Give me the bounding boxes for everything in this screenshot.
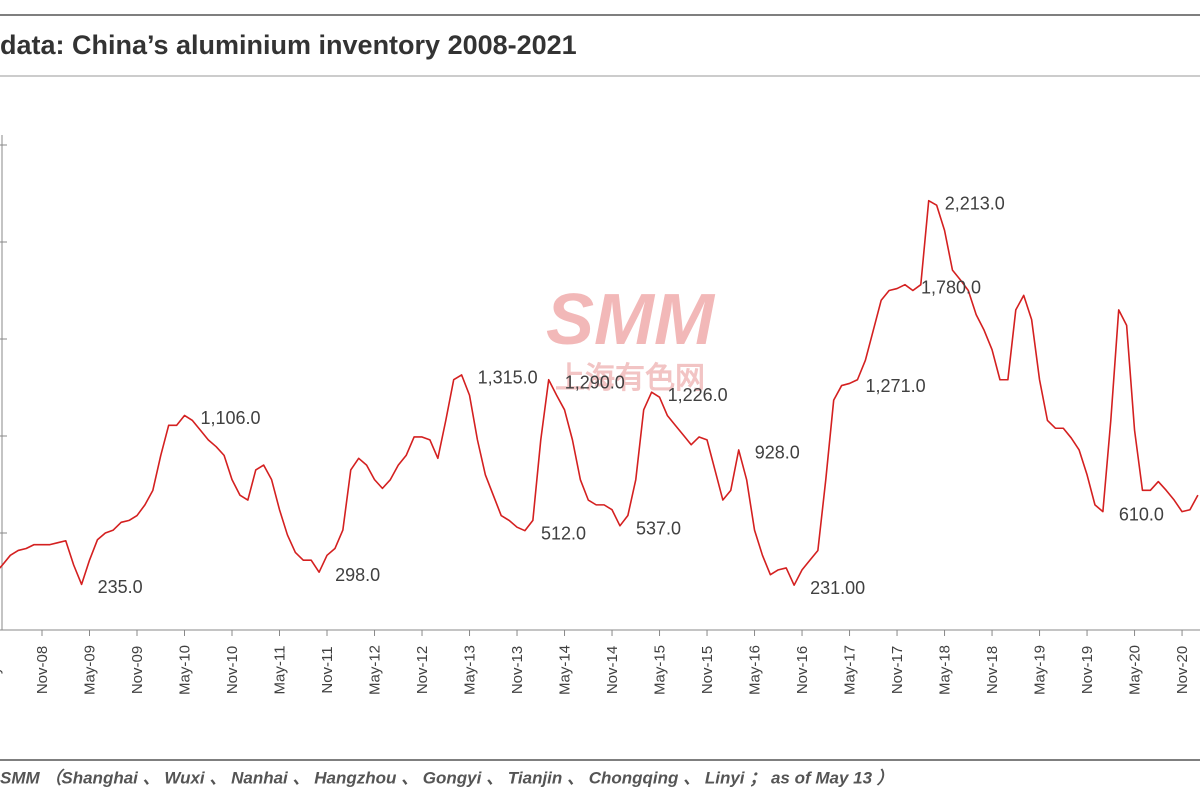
x-tick-label: May-18 [937, 645, 954, 695]
x-tick-label: Nov-09 [129, 646, 146, 694]
chart-title: data: China’s aluminium inventory 2008-2… [0, 30, 577, 60]
x-tick-label: May-19 [1032, 645, 1049, 695]
x-tick-label: May-14 [556, 645, 573, 695]
x-tick-label: Nov-19 [1079, 646, 1096, 694]
x-tick-label: May-16 [747, 645, 764, 695]
x-tick-label: May-15 [651, 645, 668, 695]
x-tick-label: Nov-16 [794, 646, 811, 694]
watermark-logo: SMM [546, 280, 716, 360]
x-tick-label: Nov-18 [984, 646, 1001, 694]
x-tick-label: Nov-15 [699, 646, 716, 694]
x-tick-label: Nov-14 [604, 646, 621, 694]
x-tick-label: Nov-20 [1174, 646, 1191, 694]
x-tick-label: May-08 [0, 645, 3, 695]
x-tick-label: May-17 [842, 645, 859, 695]
data-label: 1,315.0 [478, 368, 538, 388]
x-tick-label: May-20 [1127, 645, 1144, 695]
data-label: 1,106.0 [201, 408, 261, 428]
x-tick-label: May-09 [81, 645, 98, 695]
data-label: 231.00 [810, 578, 865, 598]
x-tick-label: Nov-12 [414, 646, 431, 694]
data-label: 610.0 [1119, 504, 1164, 524]
x-tick-label: May-11 [271, 646, 288, 695]
data-label: 537.0 [636, 519, 681, 539]
data-label: 1,290.0 [565, 372, 625, 392]
data-label: 235.0 [98, 577, 143, 597]
data-label: 1,780.0 [921, 277, 981, 297]
data-label: 512.0 [541, 523, 586, 543]
data-label: 1,226.0 [668, 385, 728, 405]
x-tick-label: May-12 [366, 645, 383, 695]
x-tick-label: Nov-11 [319, 646, 336, 693]
x-tick-label: Nov-10 [224, 646, 241, 694]
series-line [0, 199, 1199, 586]
x-tick-label: Nov-08 [34, 646, 51, 694]
x-tick-label: Nov-13 [509, 646, 526, 694]
watermark-subtitle: 上海有色网 [555, 362, 705, 395]
x-tick-label: Nov-17 [889, 646, 906, 694]
source-note: SMM （Shanghai 、 Wuxi 、 Nanhai 、 Hangzhou… [0, 768, 894, 787]
data-label: 1,271.0 [866, 376, 926, 396]
data-label: 2,213.0 [945, 193, 1005, 213]
x-tick-label: May-10 [176, 645, 193, 695]
data-label: 298.0 [335, 565, 380, 585]
data-label: 928.0 [755, 443, 800, 463]
x-tick-label: May-13 [461, 645, 478, 695]
